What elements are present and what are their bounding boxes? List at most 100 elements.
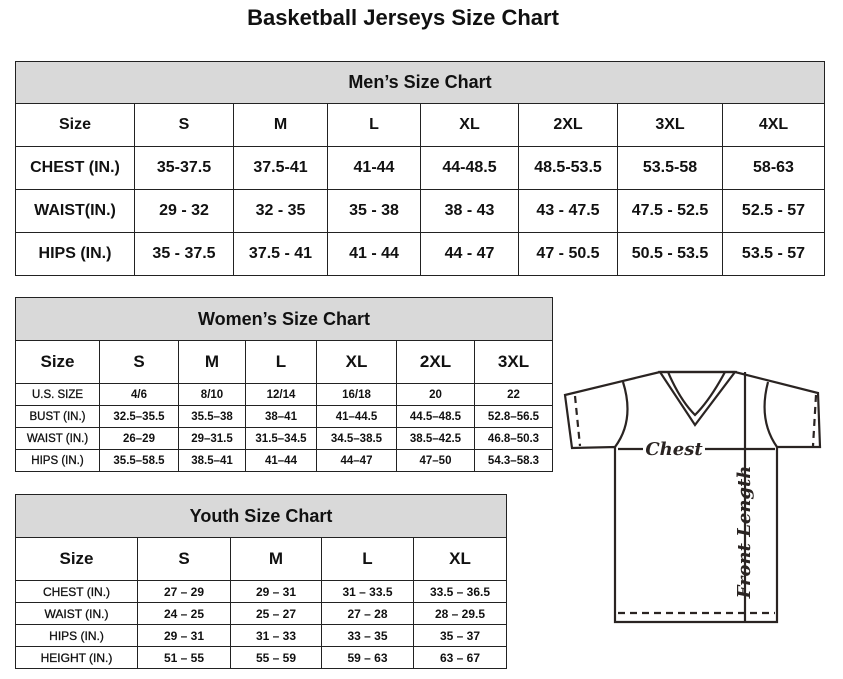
table-cell: 52.5 - 57 xyxy=(722,189,825,233)
table-row: BUST (IN.) 32.5–35.5 35.5–38 38–41 41–44.5 44… xyxy=(15,405,554,428)
page-title: Basketball Jerseys Size Chart xyxy=(247,5,559,30)
table-cell: 4/6 xyxy=(99,383,179,406)
table-cell: 26–29 xyxy=(99,427,179,450)
row-label: Size xyxy=(15,340,100,384)
table-cell: 35.5–38 xyxy=(178,405,246,428)
table-cell: 8/10 xyxy=(178,383,246,406)
table-cell: 35 - 37.5 xyxy=(134,232,234,276)
womens-size-table: Women’s Size Chart Size S M L XL 2XL 3XL U.S. S… xyxy=(14,297,554,472)
table-cell: 43 - 47.5 xyxy=(518,189,618,233)
table-row: CHEST (IN.) 27 – 29 29 – 31 31 – 33.5 33.5 –… xyxy=(15,580,508,603)
mens-size-table: Men’s Size Chart Size S M L XL 2XL 3XL 4XL CHEST… xyxy=(15,61,825,276)
front-length-label: Front Length xyxy=(734,466,755,600)
row-label: HIPS (IN.) xyxy=(15,232,135,276)
row-label: Size xyxy=(15,537,138,581)
table-cell: 38.5–41 xyxy=(178,449,246,472)
table-cell: XL xyxy=(412,537,508,581)
row-label: U.S. SIZE xyxy=(15,383,100,406)
table-cell: 37.5-41 xyxy=(233,146,328,190)
table-cell: 55 – 59 xyxy=(230,646,322,669)
table-cell: 31.5–34.5 xyxy=(245,427,317,450)
table-cell: 27 – 28 xyxy=(321,602,414,625)
table-cell: 38–41 xyxy=(245,405,317,428)
table-cell: 33 – 35 xyxy=(321,624,414,647)
row-label: HEIGHT (IN.) xyxy=(15,646,138,669)
table-cell: 35.5–58.5 xyxy=(99,449,179,472)
table-cell: L xyxy=(327,103,421,147)
table-cell: L xyxy=(321,537,414,581)
table-cell: 25 – 27 xyxy=(230,602,322,625)
table-cell: 47–50 xyxy=(396,449,475,472)
table-cell: 44–47 xyxy=(316,449,397,472)
table-cell: 3XL xyxy=(617,103,723,147)
row-label: HIPS (IN.) xyxy=(15,624,138,647)
table-cell: M xyxy=(233,103,328,147)
jersey-collar xyxy=(657,370,738,427)
row-label: HIPS (IN.) xyxy=(15,449,100,472)
table-cell: L xyxy=(245,340,317,384)
chest-label: Chest xyxy=(645,439,703,460)
table-row: WAIST (IN.) 24 – 25 25 – 27 27 – 28 28 – 29.… xyxy=(15,602,508,625)
table-cell: M xyxy=(178,340,246,384)
table-cell: 29 – 31 xyxy=(137,624,231,647)
table-cell: 31 – 33 xyxy=(230,624,322,647)
table-cell: 22 xyxy=(473,383,554,406)
table-cell: 33.5 – 36.5 xyxy=(412,580,508,603)
womens-table-title: Women’s Size Chart xyxy=(14,297,554,341)
table-cell: 44.5–48.5 xyxy=(396,405,475,428)
table-cell: 3XL xyxy=(473,340,554,384)
table-cell: 54.3–58.3 xyxy=(473,449,554,472)
table-cell: 32 - 35 xyxy=(233,189,328,233)
table-cell: 41–44.5 xyxy=(316,405,397,428)
table-cell: 48.5-53.5 xyxy=(518,146,618,190)
table-cell: 52.8–56.5 xyxy=(473,405,554,428)
table-cell: 44 - 47 xyxy=(420,232,519,276)
table-cell: 41–44 xyxy=(245,449,317,472)
table-cell: 32.5–35.5 xyxy=(99,405,179,428)
table-cell: 37.5 - 41 xyxy=(233,232,328,276)
row-label: WAIST(IN.) xyxy=(15,189,135,233)
table-cell: 35 – 37 xyxy=(412,624,508,647)
table-cell: 38.5–42.5 xyxy=(396,427,475,450)
table-cell: 53.5 - 57 xyxy=(722,232,825,276)
table-cell: 46.8–50.3 xyxy=(473,427,554,450)
table-cell: 47.5 - 52.5 xyxy=(617,189,723,233)
table-cell: 35 - 38 xyxy=(327,189,421,233)
table-cell: 27 – 29 xyxy=(137,580,231,603)
table-row: CHEST (IN.) 35-37.5 37.5-41 41-44 44-48.5 48.… xyxy=(15,146,825,190)
table-cell: 2XL xyxy=(396,340,475,384)
table-cell: 41-44 xyxy=(327,146,421,190)
table-cell: 51 – 55 xyxy=(137,646,231,669)
table-row: HIPS (IN.) 35.5–58.5 38.5–41 41–44 44–47 47–5… xyxy=(15,449,554,472)
table-row: WAIST(IN.) 29 - 32 32 - 35 35 - 38 38 - 43 43… xyxy=(15,189,825,233)
table-cell: 34.5–38.5 xyxy=(316,427,397,450)
table-cell: M xyxy=(230,537,322,581)
table-cell: 58-63 xyxy=(722,146,825,190)
row-label: WAIST (IN.) xyxy=(15,427,100,450)
table-row: U.S. SIZE 4/6 8/10 12/14 16/18 20 22 xyxy=(15,383,554,406)
table-cell: S xyxy=(99,340,179,384)
table-cell: 29 - 32 xyxy=(134,189,234,233)
table-cell: 29–31.5 xyxy=(178,427,246,450)
table-cell: 24 – 25 xyxy=(137,602,231,625)
table-row: WAIST (IN.) 26–29 29–31.5 31.5–34.5 34.5–38.… xyxy=(15,427,554,450)
table-row: HIPS (IN.) 35 - 37.5 37.5 - 41 41 - 44 44 - … xyxy=(15,232,825,276)
table-cell: 20 xyxy=(396,383,475,406)
row-label: Size xyxy=(15,103,135,147)
table-row: HEIGHT (IN.) 51 – 55 55 – 59 59 – 63 63 – 67 xyxy=(15,646,508,669)
row-label: CHEST (IN.) xyxy=(15,146,135,190)
table-cell: 4XL xyxy=(722,103,825,147)
header-row: Size S M L XL 2XL 3XL 4XL xyxy=(15,103,825,147)
row-label: CHEST (IN.) xyxy=(15,580,138,603)
table-cell: 47 - 50.5 xyxy=(518,232,618,276)
header-row: Size S M L XL 2XL 3XL xyxy=(15,340,554,384)
table-cell: 28 – 29.5 xyxy=(412,602,508,625)
table-cell: 2XL xyxy=(518,103,618,147)
table-cell: 44-48.5 xyxy=(420,146,519,190)
youth-table-title: Youth Size Chart xyxy=(14,494,508,538)
table-cell: 41 - 44 xyxy=(327,232,421,276)
table-cell: 16/18 xyxy=(316,383,397,406)
table-cell: 63 – 67 xyxy=(412,646,508,669)
table-cell: 50.5 - 53.5 xyxy=(617,232,723,276)
table-cell: S xyxy=(137,537,231,581)
